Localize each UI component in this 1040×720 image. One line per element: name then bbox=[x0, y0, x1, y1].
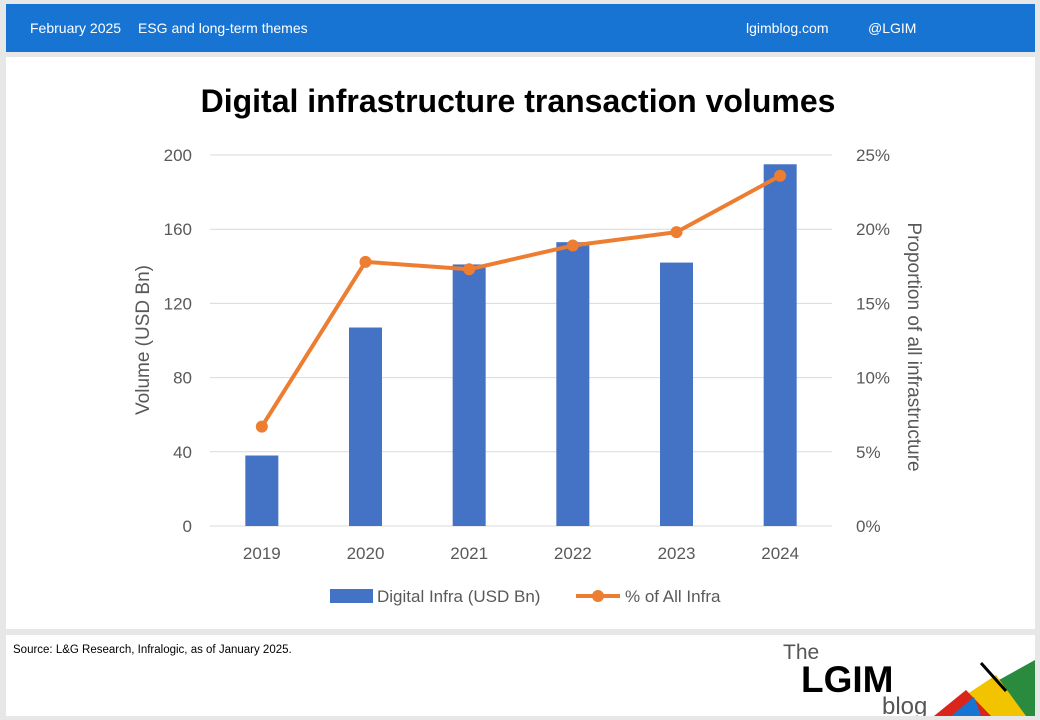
y-tick-label: 120 bbox=[164, 294, 192, 313]
x-tick-label: 2019 bbox=[243, 544, 281, 563]
legend-line-label: % of All Infra bbox=[625, 587, 721, 606]
header-site-link[interactable]: lgimblog.com bbox=[746, 20, 829, 36]
bar-2020 bbox=[349, 327, 382, 526]
logo-blog-text: blog bbox=[882, 693, 927, 716]
x-tick-label: 2024 bbox=[761, 544, 799, 563]
legend-bar-label: Digital Infra (USD Bn) bbox=[377, 587, 540, 606]
bar-2022 bbox=[556, 242, 590, 526]
y-tick-label: 160 bbox=[164, 220, 192, 239]
percent-point-2024 bbox=[774, 169, 787, 182]
header-date: February 2025 bbox=[30, 20, 122, 36]
y-tick-label: 40 bbox=[173, 443, 192, 462]
y2-tick-label: 5% bbox=[856, 443, 881, 462]
percent-point-2019 bbox=[255, 420, 268, 433]
legend-bar-swatch bbox=[330, 589, 373, 603]
y-axis-label: Volume (USD Bn) bbox=[133, 265, 154, 415]
header-category[interactable]: ESG and long-term themes bbox=[138, 20, 308, 36]
y2-tick-label: 15% bbox=[856, 294, 890, 313]
y2-tick-label: 25% bbox=[856, 146, 890, 165]
percent-line bbox=[260, 174, 782, 428]
percent-point-2020 bbox=[359, 255, 372, 268]
header-twitter-handle[interactable]: @LGIM bbox=[868, 20, 917, 36]
source-note: Source: L&G Research, Infralogic, as of … bbox=[13, 644, 292, 656]
x-tick-label: 2020 bbox=[347, 544, 385, 563]
y2-tick-label: 0% bbox=[856, 517, 881, 536]
chart-title: Digital infrastructure transaction volum… bbox=[200, 83, 836, 119]
bar-2023 bbox=[660, 262, 693, 526]
bar-2019 bbox=[245, 455, 279, 526]
top-banner: February 2025 ESG and long-term themes l… bbox=[6, 4, 1035, 52]
y-tick-label: 0 bbox=[183, 517, 192, 536]
umbrella-icon bbox=[934, 660, 1035, 716]
percent-point-2021 bbox=[463, 263, 476, 276]
logo-lgim-text: LGIM bbox=[801, 659, 893, 700]
y-tick-label: 200 bbox=[164, 146, 192, 165]
x-tick-label: 2023 bbox=[658, 544, 696, 563]
percent-point-2022 bbox=[566, 239, 579, 252]
bar-2021 bbox=[452, 264, 486, 526]
legend-line-marker bbox=[592, 590, 604, 602]
footer: Source: L&G Research, Infralogic, as of … bbox=[6, 635, 1035, 716]
x-tick-label: 2021 bbox=[450, 544, 488, 563]
lgim-blog-logo: The LGIM blog bbox=[783, 641, 1035, 716]
y2-axis-label: Proportion of all infrastructure bbox=[903, 222, 924, 471]
y2-tick-label: 20% bbox=[856, 220, 890, 239]
y-tick-label: 80 bbox=[173, 369, 192, 388]
logo-the-text: The bbox=[783, 641, 819, 664]
x-tick-label: 2022 bbox=[554, 544, 592, 563]
percent-point-2023 bbox=[670, 226, 683, 239]
chart-panel: Digital infrastructure transaction volum… bbox=[6, 57, 1035, 629]
bar-2024 bbox=[763, 164, 797, 526]
y2-tick-label: 10% bbox=[856, 369, 890, 388]
combo-chart: 0 40 80 120 160 200 0% 5% 10% 15% 20% 25% 2019 2020 20… bbox=[133, 146, 924, 606]
